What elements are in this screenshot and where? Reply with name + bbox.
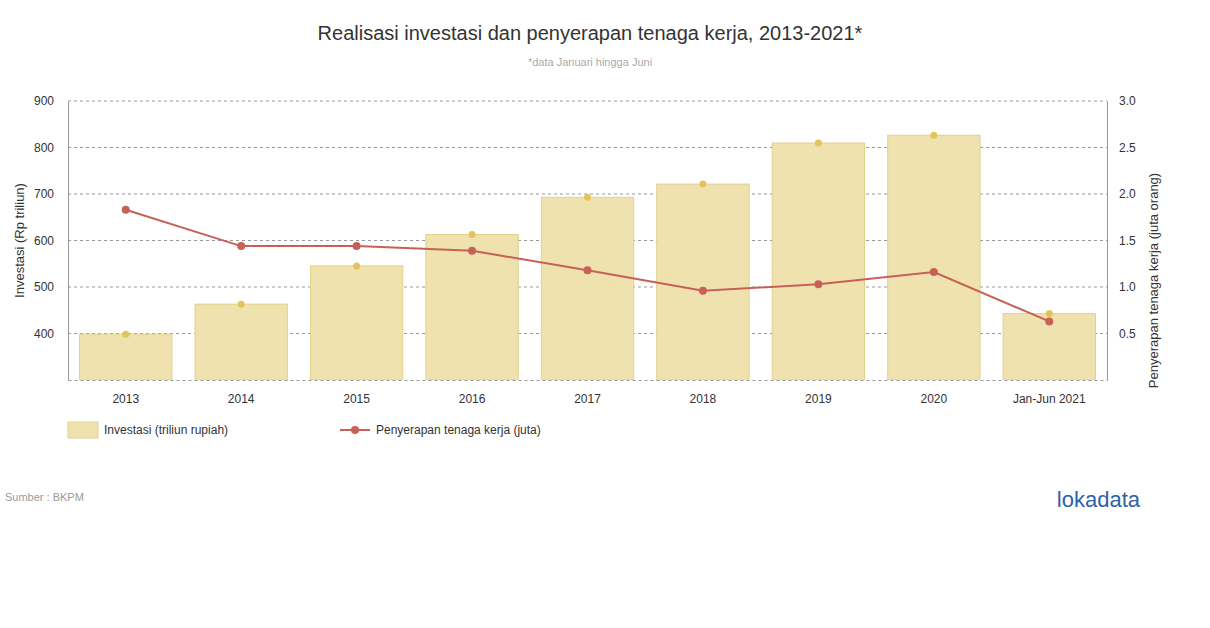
legend-item[interactable]: Penyerapan tenaga kerja (juta) — [340, 423, 541, 437]
bar[interactable] — [1003, 314, 1095, 380]
axis-line — [68, 102, 69, 381]
tick: 800 — [34, 141, 68, 155]
tick: 2.5 — [1107, 141, 1136, 155]
legend-label: Investasi (triliun rupiah) — [104, 423, 228, 437]
bar-marker[interactable] — [353, 262, 360, 269]
tick-label: 2020 — [920, 392, 947, 406]
subtitle: *data Januari hingga Juni — [528, 56, 652, 68]
line-marker[interactable] — [930, 268, 938, 276]
y2-axis: 0.5 1.0 1.5 2.0 2.5 3.0 — [1107, 94, 1136, 380]
source: Sumber : BKPM — [5, 491, 84, 503]
legend: Investasi (triliun rupiah) Penyerapan ten… — [68, 422, 541, 438]
tick-label: 600 — [34, 234, 54, 248]
line-marker[interactable] — [814, 280, 822, 288]
bar[interactable] — [80, 334, 172, 380]
tick: 1.5 — [1107, 234, 1136, 248]
plot: 2013 2014 2015 2016 2017 2018 2019 2020 Jan-Jun … — [34, 94, 1136, 405]
title: Realisasi investasi dan penyerapan tenag… — [318, 22, 863, 44]
grid-line — [68, 101, 1107, 102]
tick: 900 — [34, 94, 68, 108]
legend-swatch — [68, 422, 98, 438]
tick-label: 3.0 — [1119, 94, 1136, 108]
tick-label: 500 — [34, 280, 54, 294]
tick: 2.0 — [1107, 187, 1136, 201]
line-marker[interactable] — [584, 266, 592, 274]
bar-marker[interactable] — [238, 301, 245, 308]
bar[interactable] — [541, 197, 633, 380]
tick-label: 2.0 — [1119, 187, 1136, 201]
tick: 600 — [34, 234, 68, 248]
tick: 2016 — [459, 380, 486, 406]
tick: 2013 — [112, 380, 139, 406]
tick-label: 700 — [34, 187, 54, 201]
tick: 2015 — [343, 380, 370, 406]
y-axis: 400 500 600 700 800 900 — [34, 94, 69, 380]
legend-label: Penyerapan tenaga kerja (juta) — [376, 423, 541, 437]
tick: 700 — [34, 187, 68, 201]
tick: 2017 — [574, 380, 601, 406]
tick-label: 2017 — [574, 392, 601, 406]
axis-line — [1107, 102, 1108, 381]
line-marker[interactable] — [699, 287, 707, 295]
tick: 3.0 — [1107, 94, 1136, 108]
marks — [80, 132, 1096, 380]
bar[interactable] — [657, 184, 749, 380]
tick-label: 2019 — [805, 392, 832, 406]
bar-marker[interactable] — [122, 331, 129, 338]
tick-label: 2.5 — [1119, 141, 1136, 155]
tick: 400 — [34, 327, 68, 341]
tick: 1.0 — [1107, 280, 1136, 294]
line-marker[interactable] — [122, 206, 130, 214]
legend-item[interactable]: Investasi (triliun rupiah) — [68, 422, 228, 438]
bar[interactable] — [772, 143, 864, 380]
tick-label: 2014 — [228, 392, 255, 406]
tick: 2019 — [805, 380, 832, 406]
tick-label: 900 — [34, 94, 54, 108]
tick: 2018 — [690, 380, 717, 406]
tick-label: 2013 — [112, 392, 139, 406]
y2-axis-title: Penyerapan tenaga kerja (juta orang) — [1146, 173, 1161, 388]
bar-marker[interactable] — [930, 132, 937, 139]
bar-marker[interactable] — [469, 231, 476, 238]
tick-label: 1.5 — [1119, 234, 1136, 248]
legend-marker — [351, 426, 359, 434]
tick: 0.5 — [1107, 327, 1136, 341]
chart: Realisasi investasi dan penyerapan tenag… — [0, 0, 1210, 628]
line-marker[interactable] — [353, 242, 361, 250]
tick-label: 1.0 — [1119, 280, 1136, 294]
bar[interactable] — [888, 135, 980, 380]
tick-label: 800 — [34, 141, 54, 155]
line-marker[interactable] — [468, 247, 476, 255]
bar[interactable] — [310, 266, 402, 380]
tick: 500 — [34, 280, 68, 294]
tick: 2014 — [228, 380, 255, 406]
axis-line — [69, 380, 1108, 381]
bar-marker[interactable] — [1046, 310, 1053, 317]
logo: lokadata — [1057, 487, 1141, 512]
tick-label: 2016 — [459, 392, 486, 406]
line-marker[interactable] — [237, 242, 245, 250]
x-axis: 2013 2014 2015 2016 2017 2018 2019 2020 Jan-Jun … — [69, 380, 1108, 406]
tick-label: 0.5 — [1119, 327, 1136, 341]
tick: 2020 — [920, 380, 947, 406]
line[interactable] — [126, 210, 1050, 322]
bar[interactable] — [195, 304, 287, 380]
tick: Jan-Jun 2021 — [1013, 380, 1086, 406]
y-axis-title: Investasi (Rp triliun) — [12, 183, 27, 298]
tick-label: 2018 — [690, 392, 717, 406]
tick-label: Jan-Jun 2021 — [1013, 392, 1086, 406]
tick-label: 400 — [34, 327, 54, 341]
bar-marker[interactable] — [815, 140, 822, 147]
line-marker[interactable] — [1045, 317, 1053, 325]
tick-label: 2015 — [343, 392, 370, 406]
bar-marker[interactable] — [699, 181, 706, 188]
bar-marker[interactable] — [584, 194, 591, 201]
